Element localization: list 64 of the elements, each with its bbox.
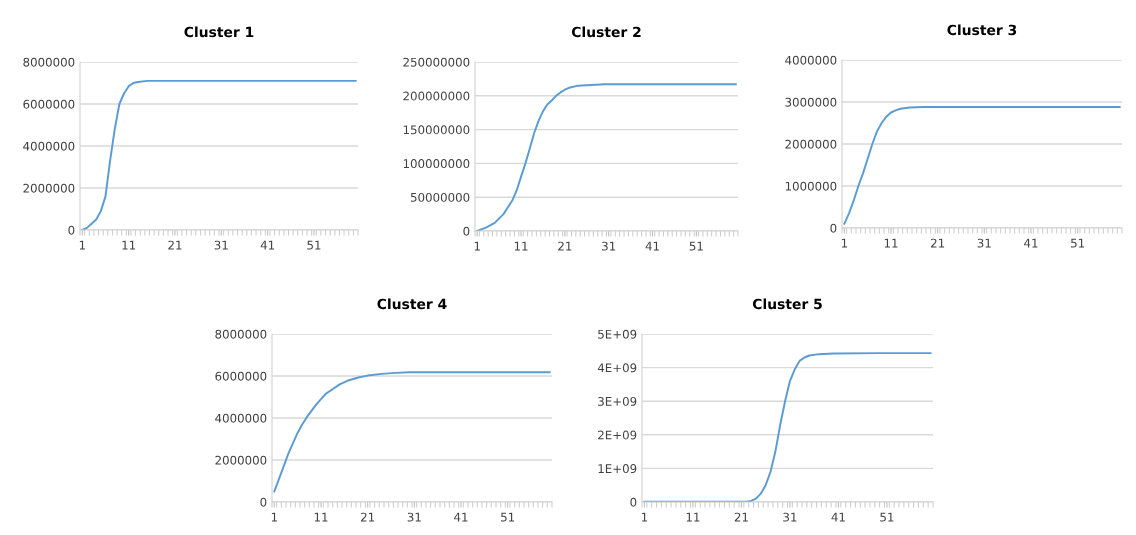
x-tick-label: 1 xyxy=(474,241,480,251)
x-tick-label: 51 xyxy=(307,240,321,250)
y-tick-label: 4E+09 xyxy=(597,363,637,373)
x-tick-label: 41 xyxy=(454,512,468,522)
x-tick-label: 11 xyxy=(514,241,528,251)
y-tick-label: 8000000 xyxy=(215,329,267,339)
x-tick-label: 41 xyxy=(831,512,845,522)
x-tick-label: 1 xyxy=(841,238,847,248)
x-tick-label: 41 xyxy=(1024,238,1038,248)
y-tick-label: 2E+09 xyxy=(598,430,637,440)
y-tick-label: 0 xyxy=(463,226,470,236)
x-tick-label: 11 xyxy=(884,238,898,248)
x-tick-label: 51 xyxy=(1071,238,1085,248)
line-series xyxy=(843,106,1121,225)
x-tick-label: 1 xyxy=(271,512,277,522)
x-tick-label: 51 xyxy=(501,512,515,522)
x-tick-label: 1 xyxy=(641,512,648,522)
x-tick-label: 31 xyxy=(214,240,228,250)
y-tick-label: 0 xyxy=(260,497,267,507)
y-tick-label: 2000000 xyxy=(215,455,267,465)
line-series xyxy=(273,371,551,493)
y-tick-label: 200000000 xyxy=(403,91,470,101)
y-tick-label: 4000000 xyxy=(785,55,837,65)
x-tick-label: 51 xyxy=(880,512,894,522)
y-tick-label: 2000000 xyxy=(785,139,837,149)
y-tick-label: 6000000 xyxy=(215,371,267,381)
chart-title: Cluster 1 xyxy=(184,26,254,38)
x-tick-label: 21 xyxy=(931,238,945,248)
x-tick-label: 11 xyxy=(122,240,136,250)
y-tick-label: 8000000 xyxy=(23,57,75,67)
x-tick-label: 41 xyxy=(645,241,659,251)
y-tick-label: 6000000 xyxy=(23,99,75,109)
y-tick-label: 3E+09 xyxy=(598,396,637,406)
x-tick-label: 1 xyxy=(79,240,85,250)
y-tick-label: 0 xyxy=(830,223,837,233)
y-tick-label: 4000000 xyxy=(215,413,267,423)
x-tick-label: 41 xyxy=(260,240,275,250)
y-tick-label: 100000000 xyxy=(403,159,470,169)
x-tick-label: 11 xyxy=(314,512,328,522)
y-tick-label: 50000000 xyxy=(410,192,470,202)
x-tick-label: 21 xyxy=(361,512,375,522)
chart-title: Cluster 4 xyxy=(377,298,447,310)
x-tick-label: 21 xyxy=(734,512,748,522)
x-tick-label: 51 xyxy=(689,241,703,251)
y-tick-label: 2000000 xyxy=(23,183,75,193)
y-tick-label: 250000000 xyxy=(403,57,470,67)
x-tick-label: 31 xyxy=(783,512,797,522)
y-tick-label: 0 xyxy=(68,225,75,235)
chart-title: Cluster 3 xyxy=(947,24,1017,36)
y-tick-label: 150000000 xyxy=(403,125,470,135)
x-tick-label: 31 xyxy=(977,238,991,248)
y-tick-label: 0 xyxy=(630,497,637,507)
chart-title: Cluster 5 xyxy=(752,298,822,310)
x-tick-label: 21 xyxy=(558,241,572,251)
x-tick-label: 21 xyxy=(168,240,182,250)
x-tick-label: 31 xyxy=(407,512,421,522)
x-tick-label: 11 xyxy=(686,512,700,522)
y-tick-label: 1E+09 xyxy=(598,464,637,474)
chart-title: Cluster 2 xyxy=(571,26,641,38)
y-tick-label: 4000000 xyxy=(23,141,75,151)
y-tick-label: 5E+09 xyxy=(598,329,637,339)
y-tick-label: 3000000 xyxy=(785,97,837,107)
y-tick-label: 1000000 xyxy=(785,181,837,191)
x-tick-label: 31 xyxy=(602,241,616,251)
